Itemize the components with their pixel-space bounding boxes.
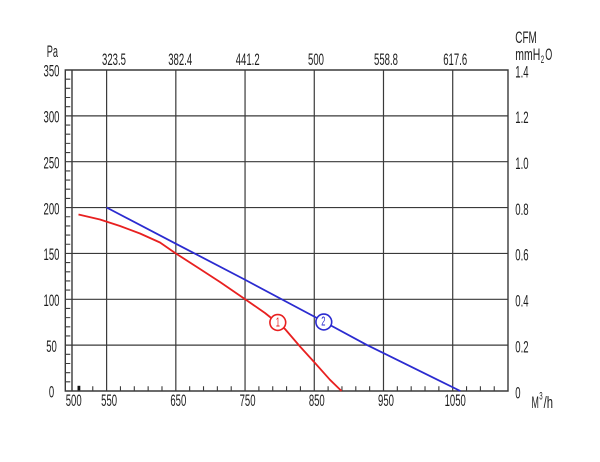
svg-text:950: 950 (378, 391, 394, 410)
svg-text:650: 650 (170, 391, 186, 410)
svg-text:323.5: 323.5 (102, 50, 126, 69)
svg-text:350: 350 (44, 62, 60, 81)
svg-text:0: 0 (515, 383, 520, 402)
svg-text:mmH: mmH (515, 45, 540, 64)
svg-text:200: 200 (44, 199, 60, 218)
svg-text:441.2: 441.2 (236, 50, 260, 69)
svg-text:1050: 1050 (445, 391, 466, 410)
svg-text:850: 850 (309, 391, 325, 410)
svg-text:100: 100 (44, 291, 60, 310)
svg-text:/h: /h (544, 393, 553, 412)
svg-text:382.4: 382.4 (168, 50, 192, 69)
svg-text:558.8: 558.8 (374, 50, 398, 69)
svg-text:0.4: 0.4 (515, 292, 528, 311)
svg-text:617.6: 617.6 (443, 50, 467, 69)
svg-text:2: 2 (321, 315, 325, 329)
svg-text:Pa: Pa (47, 42, 58, 61)
svg-text:50: 50 (46, 337, 57, 356)
svg-text:0.8: 0.8 (515, 200, 528, 219)
svg-text:750: 750 (240, 391, 256, 410)
svg-text:0.6: 0.6 (515, 246, 528, 265)
svg-text:150: 150 (44, 245, 60, 264)
svg-text:3: 3 (539, 391, 542, 403)
svg-text:1.4: 1.4 (515, 62, 528, 81)
svg-text:CFM: CFM (515, 28, 537, 47)
svg-text:500: 500 (66, 391, 82, 410)
svg-text:1: 1 (276, 316, 280, 330)
svg-text:0.2: 0.2 (515, 337, 528, 356)
svg-text:550: 550 (101, 391, 117, 410)
svg-text:300: 300 (44, 108, 60, 127)
svg-text:0: 0 (49, 383, 54, 402)
svg-text:1.2: 1.2 (515, 108, 528, 127)
svg-text:500: 500 (308, 50, 324, 69)
svg-text:M: M (532, 393, 539, 412)
svg-text:1.0: 1.0 (515, 154, 528, 173)
svg-text:O: O (545, 45, 552, 64)
svg-text:250: 250 (44, 153, 60, 172)
svg-text:2: 2 (541, 54, 544, 66)
